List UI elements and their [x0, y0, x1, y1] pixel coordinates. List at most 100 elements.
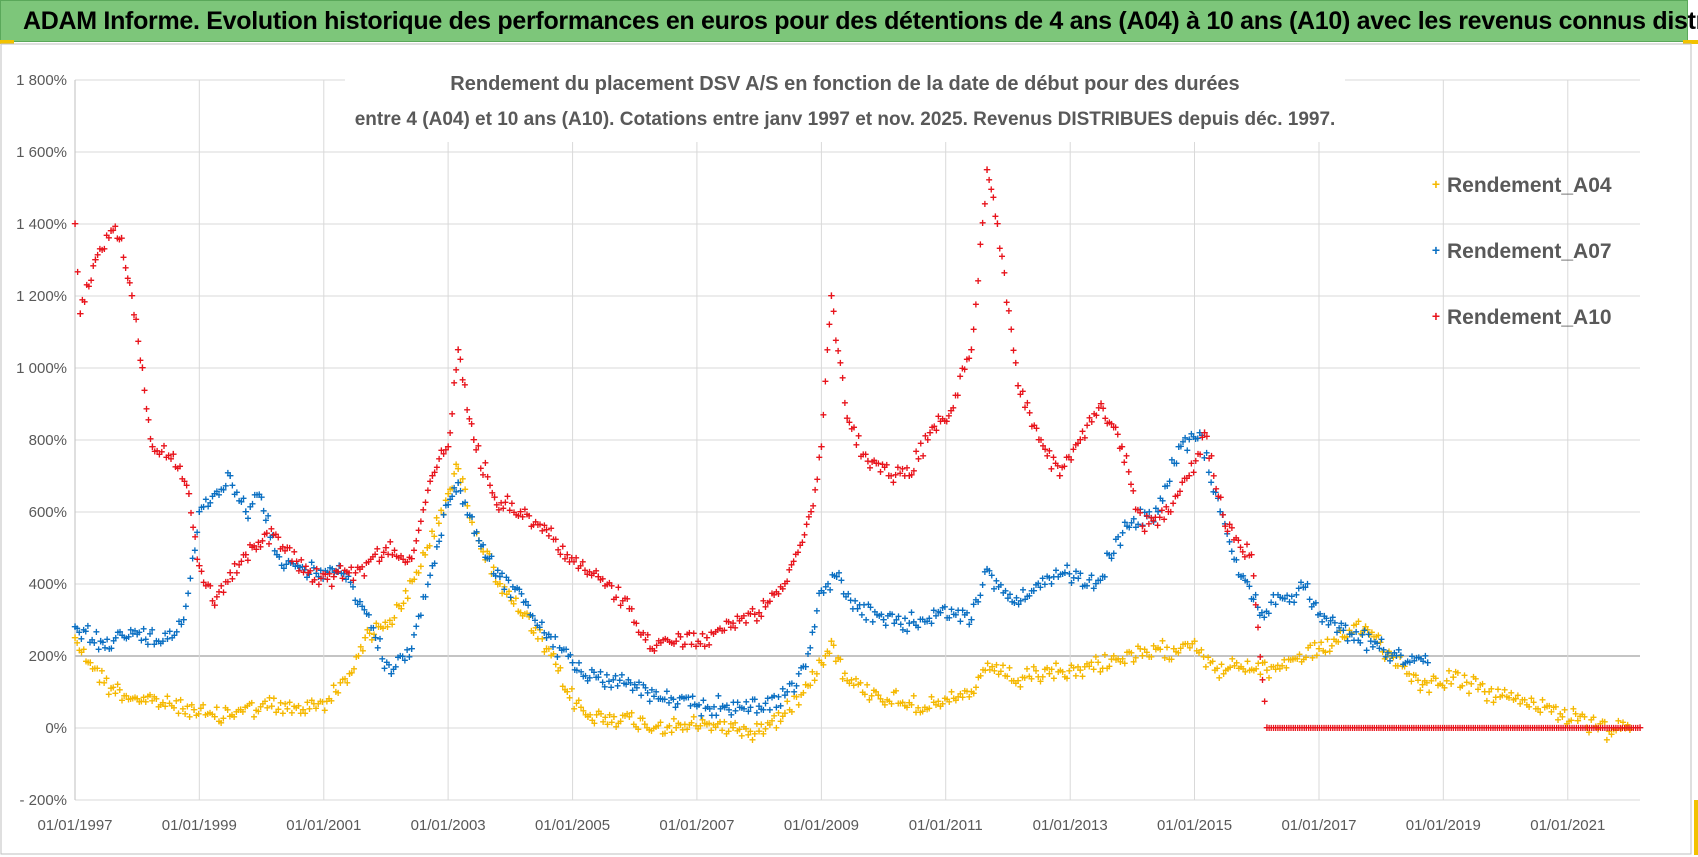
scatter-marker: +	[114, 232, 121, 246]
scatter-marker: +	[118, 693, 125, 707]
scatter-marker: +	[1292, 651, 1299, 665]
scatter-marker: +	[915, 701, 922, 715]
scatter-marker: +	[784, 694, 791, 708]
scatter-marker: +	[116, 232, 123, 246]
scatter-marker: +	[1190, 430, 1197, 444]
scatter-marker: +	[588, 568, 595, 582]
scatter-marker: +	[672, 700, 679, 714]
scatter-marker: +	[973, 680, 980, 694]
scatter-marker: +	[392, 660, 399, 674]
scatter-marker: +	[1570, 702, 1577, 716]
scatter-marker: +	[1355, 615, 1362, 629]
scatter-marker: +	[608, 579, 615, 593]
data-point: +	[71, 630, 79, 645]
scatter-marker: +	[1309, 651, 1316, 665]
scatter-marker: +	[811, 674, 818, 688]
scatter-marker: +	[508, 594, 515, 608]
scatter-marker: +	[573, 697, 580, 711]
scatter-marker: +	[1566, 714, 1573, 728]
scatter-marker: +	[216, 488, 223, 502]
scatter-marker: +	[677, 718, 684, 732]
scatter-marker: +	[1104, 546, 1111, 560]
scatter-marker: +	[473, 526, 480, 540]
scatter-marker: +	[651, 644, 658, 658]
scatter-marker: +	[130, 308, 137, 322]
scatter-marker: +	[1292, 721, 1299, 735]
scatter-marker: +	[1601, 715, 1608, 729]
gridlines	[74, 79, 1640, 801]
scatter-marker: +	[1121, 516, 1128, 530]
scatter-marker: +	[1214, 491, 1221, 505]
scatter-marker: +	[1072, 438, 1079, 452]
scatter-marker: +	[1161, 512, 1168, 526]
scatter-marker: +	[608, 716, 615, 730]
scatter-marker: +	[653, 639, 660, 653]
scatter-marker: +	[1415, 650, 1422, 664]
scatter-marker: +	[262, 514, 269, 528]
scatter-marker: +	[928, 690, 935, 704]
scatter-marker: +	[846, 677, 853, 691]
scatter-marker: +	[1110, 649, 1117, 663]
data-point: +	[1014, 378, 1022, 393]
scatter-marker: +	[957, 370, 964, 384]
scatter-marker: +	[1374, 637, 1381, 651]
scatter-marker: +	[422, 590, 429, 604]
scatter-marker: +	[1404, 655, 1411, 669]
scatter-marker: +	[1540, 721, 1547, 735]
scatter-marker: +	[466, 508, 473, 522]
scatter-marker: +	[589, 713, 596, 727]
scatter-marker: +	[899, 623, 906, 637]
scatter-marker: +	[1254, 601, 1261, 615]
scatter-marker: +	[697, 637, 704, 651]
data-point: +	[185, 486, 193, 501]
scatter-marker: +	[668, 691, 675, 705]
scatter-marker: +	[1309, 721, 1316, 735]
scatter-marker: +	[970, 686, 977, 700]
scatter-marker: +	[304, 695, 311, 709]
scatter-marker: +	[1393, 721, 1400, 735]
scatter-marker: +	[1492, 690, 1499, 704]
scatter-marker: +	[317, 572, 324, 586]
data-point: +	[444, 439, 452, 454]
scatter-marker: +	[326, 561, 333, 575]
scatter-marker: +	[1106, 660, 1113, 674]
scatter-marker: +	[457, 475, 464, 489]
data-point: +	[429, 558, 437, 573]
scatter-marker: +	[320, 567, 327, 581]
scatter-marker: +	[779, 709, 786, 723]
scatter-marker: +	[890, 475, 897, 489]
scatter-marker: +	[580, 669, 587, 683]
data-point: +	[1387, 648, 1395, 663]
scatter-marker: +	[431, 466, 438, 480]
scatter-marker: +	[306, 702, 313, 716]
scatter-marker: +	[608, 680, 615, 694]
data-point: +	[843, 673, 851, 688]
scatter-marker: +	[1179, 637, 1186, 651]
scatter-marker: +	[886, 607, 893, 621]
data-point: +	[242, 504, 250, 519]
scatter-marker: +	[246, 697, 253, 711]
scatter-marker: +	[291, 545, 298, 559]
scatter-marker: +	[1406, 655, 1413, 669]
scatter-marker: +	[642, 633, 649, 647]
scatter-marker: +	[410, 543, 417, 557]
scatter-marker: +	[1246, 548, 1253, 562]
scatter-marker: +	[492, 575, 499, 589]
scatter-marker: +	[1298, 721, 1305, 735]
scatter-marker: +	[578, 700, 585, 714]
scatter-marker: +	[1220, 667, 1227, 681]
scatter-marker: +	[182, 599, 189, 613]
scatter-marker: +	[1364, 721, 1371, 735]
scatter-marker: +	[1192, 454, 1199, 468]
scatter-marker: +	[368, 621, 375, 635]
scatter-marker: +	[324, 573, 331, 587]
scatter-marker: +	[659, 692, 666, 706]
scatter-marker: +	[1520, 721, 1527, 735]
scatter-marker: +	[1494, 683, 1501, 697]
scatter-marker: +	[89, 633, 96, 647]
scatter-marker: +	[469, 515, 476, 529]
scatter-marker: +	[926, 701, 933, 715]
scatter-marker: +	[275, 703, 282, 717]
scatter-marker: +	[381, 661, 388, 675]
scatter-marker: +	[1457, 721, 1464, 735]
